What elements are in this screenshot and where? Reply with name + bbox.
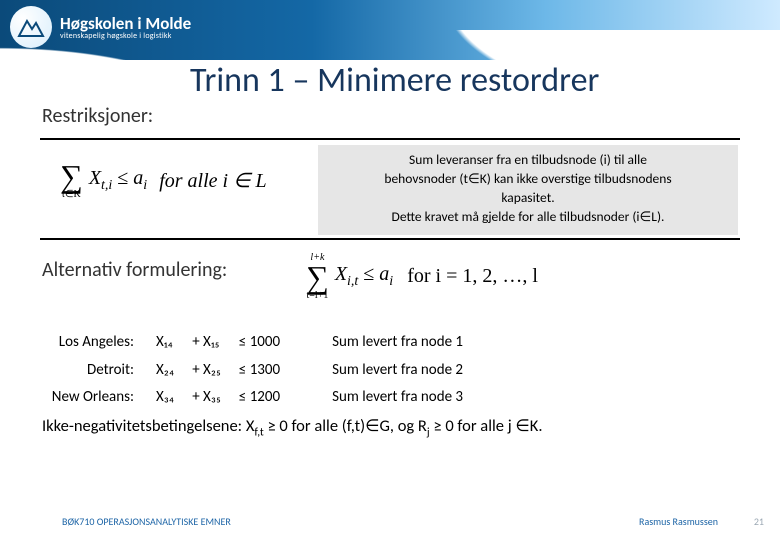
sum-lower: t=l+1 — [306, 290, 328, 301]
table-row: Los Angeles: X₁₄ + X₁₅ ≤ 1000 Sum levert… — [44, 330, 479, 356]
nn-rest1: ≥ 0 for alle (f,t)∈G, og R — [264, 416, 427, 436]
alt-formula: l+k ∑ t=l+1 Xi,t ≤ ai for i = 1, 2, …, l — [306, 252, 538, 301]
gray-line3: kapasitet. — [328, 189, 728, 208]
desc-1: Sum levert fra node 2 — [332, 358, 479, 384]
rhs-a-sub: i — [143, 178, 147, 193]
alt-term-x-sub: i,t — [347, 274, 358, 289]
alt-rhs-a-sub: i — [389, 274, 393, 289]
constraint-formula: ∑ t∈K Xt,i ≤ ai for alle i ∈ L — [60, 160, 267, 200]
slide-title: Trinn 1 – Minimere restordrer — [190, 60, 599, 101]
logo-mark-icon — [10, 6, 52, 48]
nonnegativity: Ikke-negativitetsbetingelsene: Xf,t ≥ 0 … — [42, 416, 543, 439]
city-1: Detroit: — [44, 358, 154, 384]
term-x: X — [89, 167, 101, 189]
cap-1: ≤ 1300 — [239, 358, 330, 384]
cap-0: ≤ 1000 — [239, 330, 330, 356]
logo: Høgskolen i Molde vitenskapelig høgskole… — [10, 6, 191, 48]
alt-for-text: for i = 1, 2, …, l — [407, 265, 538, 288]
footer-page: 21 — [754, 515, 764, 528]
v1-2: X₃₄ — [156, 385, 190, 411]
cap-2: ≤ 1200 — [239, 385, 330, 411]
nn-label: Ikke-negativitetsbetingelsene: X — [42, 416, 254, 436]
relation-le: ≤ — [117, 167, 128, 189]
gray-line4: Dette kravet må gjelde for alle tilbudsn… — [328, 208, 728, 227]
section-restrictions: Restriksjoner: — [42, 104, 153, 128]
nn-sub1: f,t — [254, 425, 263, 439]
gray-line1: Sum leveranser fra en tilbudsnode (i) ti… — [328, 151, 728, 170]
alt-rhs-a: a — [379, 263, 389, 285]
v1-0: X₁₄ — [156, 330, 190, 356]
table-row: New Orleans: X₃₄ + X₃₅ ≤ 1200 Sum levert… — [44, 385, 479, 411]
mountain-icon — [16, 12, 46, 42]
desc-2: Sum levert fra node 3 — [332, 385, 479, 411]
desc-0: Sum levert fra node 1 — [332, 330, 479, 356]
alt-relation-le: ≤ — [363, 263, 374, 285]
v2-2: + X₃₅ — [192, 385, 237, 411]
constraint-explanation: Sum leveranser fra en tilbudsnode (i) ti… — [318, 145, 738, 235]
logo-institution: Høgskolen i Molde — [60, 15, 191, 32]
nn-rest2: ≥ 0 for alle j ∈K. — [430, 416, 543, 436]
term-x-sub: t,i — [101, 178, 112, 193]
rule-top — [40, 138, 740, 140]
v2-1: + X₂₅ — [192, 358, 237, 384]
table-row: Detroit: X₂₄ + X₂₅ ≤ 1300 Sum levert fra… — [44, 358, 479, 384]
example-table: Los Angeles: X₁₄ + X₁₅ ≤ 1000 Sum levert… — [42, 328, 481, 413]
footer-author: Rasmus Rasmussen — [639, 515, 718, 528]
slide: Høgskolen i Molde vitenskapelig høgskole… — [0, 0, 780, 540]
rule-bottom — [40, 238, 740, 240]
alt-term-x: X — [335, 263, 347, 285]
footer-course: BØK710 OPERASJONSANALYTISKE EMNER — [62, 515, 231, 528]
logo-text: Høgskolen i Molde vitenskapelig høgskole… — [60, 15, 191, 40]
sum-index: t∈K — [62, 189, 81, 200]
city-2: New Orleans: — [44, 385, 154, 411]
forall-text: for alle i ∈ L — [159, 168, 266, 193]
v1-1: X₂₄ — [156, 358, 190, 384]
logo-tagline: vitenskapelig høgskole i logistikk — [60, 32, 191, 40]
rhs-a: a — [133, 167, 143, 189]
alt-formulation-label: Alternativ formulering: — [42, 258, 227, 282]
gray-line2: behovsnoder (t∈K) kan ikke overstige til… — [328, 170, 728, 189]
v2-0: + X₁₅ — [192, 330, 237, 356]
city-0: Los Angeles: — [44, 330, 154, 356]
